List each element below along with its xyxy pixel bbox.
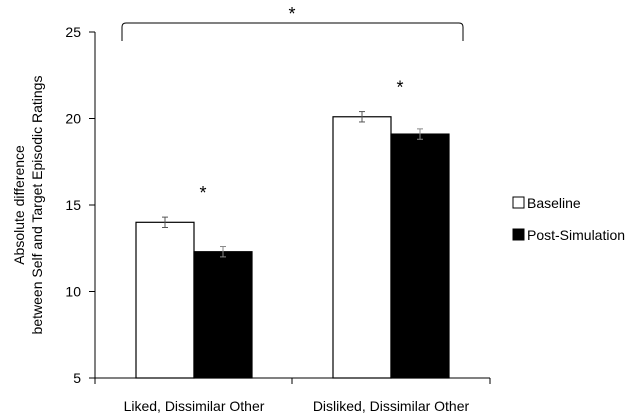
legend-swatch-baseline (512, 196, 525, 209)
y-tick-label: 10 (65, 284, 81, 300)
legend-label-post-simulation: Post-Simulation (527, 227, 625, 243)
y-tick-label: 15 (65, 197, 81, 213)
bar-post-simulation (193, 251, 253, 379)
y-tick-label: 5 (73, 370, 81, 386)
legend-label-baseline: Baseline (527, 195, 581, 211)
legend: Baseline Post-Simulation (512, 195, 625, 243)
plot-area: 5 10 15 20 25 Liked, Dissimilar Other * Dislike… (65, 4, 491, 414)
significance-star-between: * (288, 4, 295, 24)
bar-baseline (135, 221, 195, 379)
bar-baseline (332, 116, 392, 379)
significance-bracket (121, 22, 464, 41)
legend-swatch-post-simulation (512, 228, 525, 241)
significance-star: * (199, 183, 206, 203)
y-tick-label: 25 (65, 24, 81, 40)
category-label: Disliked, Dissimilar Other (313, 398, 470, 414)
y-tick-label: 20 (65, 111, 81, 127)
y-axis-title-line2: between Self and Target Episodic Ratings (29, 76, 45, 335)
y-axis-title-line1: Absolute difference (11, 145, 27, 265)
bar-post-simulation (390, 133, 450, 379)
category-label: Liked, Dissimilar Other (124, 398, 265, 414)
significance-star: * (396, 78, 403, 98)
